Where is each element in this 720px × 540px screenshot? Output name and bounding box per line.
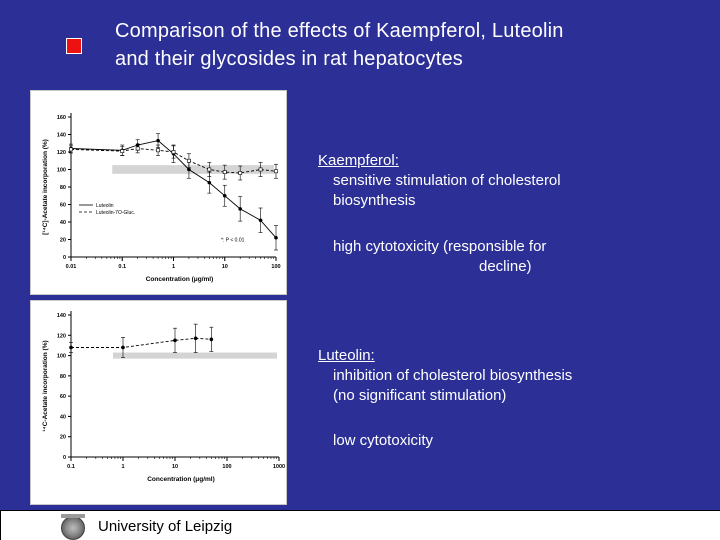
y-tick-label: 20 xyxy=(60,238,66,244)
x-tick-label: 100 xyxy=(271,264,280,270)
y-tick-label: 60 xyxy=(60,394,66,400)
data-point xyxy=(69,147,73,152)
y-tick-label: 0 xyxy=(63,455,66,461)
y-tick-label: 160 xyxy=(57,115,66,121)
luteolin-description: Luteolin: inhibition of cholesterol bios… xyxy=(318,346,572,406)
university-name: University of Leipzig xyxy=(98,518,233,535)
x-tick-label: 100 xyxy=(222,464,231,470)
kaempferol-chart: 0 20 40 60 80 100 120 140 160 0.01 0.1 1 10 100 Concen… xyxy=(42,113,281,283)
luteolin-chart-panel: 0 20 40 60 80 100 120 140 0.1 1 10 100 1000 Concentra… xyxy=(30,300,287,505)
x-axis-label: Concentration (μg/ml) xyxy=(147,476,215,483)
reference-band xyxy=(112,165,274,174)
data-point xyxy=(135,146,140,151)
kaempferol-heading: Kaempferol: xyxy=(318,152,399,169)
x-tick-label: 1000 xyxy=(273,464,285,470)
reference-band xyxy=(113,352,277,359)
y-tick-label: 20 xyxy=(60,435,66,441)
luteolin-chart: 0 20 40 60 80 100 120 140 0.1 1 10 100 1000 Concentra… xyxy=(42,311,285,483)
university-seal-icon xyxy=(61,516,85,540)
legend-entry: Luteolin-7O-Gluc. xyxy=(96,210,135,216)
data-point xyxy=(69,345,73,350)
kaempferol-toxicity: high cytotoxicity (responsible for decli… xyxy=(333,237,546,277)
title-line-2: and their glycosides in rat hepatocytes xyxy=(115,48,463,70)
y-tick-label: 140 xyxy=(57,313,66,319)
data-point xyxy=(121,345,125,350)
y-axis-label: [¹⁴C]-Acetate incorporation (%) xyxy=(42,139,49,235)
data-point xyxy=(207,180,212,185)
x-tick-label: 0.1 xyxy=(67,464,75,470)
x-tick-label: 1 xyxy=(172,264,175,270)
slide-title: Comparison of the effects of Kaempferol,… xyxy=(115,17,695,73)
significance-note: *: P < 0.01 xyxy=(221,237,245,243)
y-tick-label: 40 xyxy=(60,414,66,420)
red-square-bullet-icon xyxy=(66,38,82,54)
data-point xyxy=(193,336,198,341)
data-point xyxy=(171,150,176,154)
x-tick-label: 10 xyxy=(222,264,228,270)
y-tick-label: 100 xyxy=(57,168,66,174)
luteolin-toxicity: low cytotoxicity xyxy=(333,432,434,449)
luteolin-effect-line-1: inhibition of cholesterol biosynthesis xyxy=(333,367,573,384)
kaempferol-toxicity-line-2: decline) xyxy=(479,258,532,275)
kaempferol-toxicity-line-1: high cytotoxicity (responsible for xyxy=(333,238,547,255)
y-tick-label: 0 xyxy=(63,255,66,261)
legend-entry: Luteolin xyxy=(96,203,114,209)
data-point xyxy=(258,218,263,223)
data-point xyxy=(156,138,160,143)
data-point xyxy=(173,338,177,343)
data-point xyxy=(187,167,191,172)
luteolin-effect-line-2: (no significant stimulation) xyxy=(333,387,507,404)
title-line-1: Comparison of the effects of Kaempferol,… xyxy=(115,20,564,42)
data-point xyxy=(222,170,227,175)
y-tick-label: 120 xyxy=(57,150,66,156)
x-axis-label: Concentration (μg/ml) xyxy=(146,276,214,283)
data-point xyxy=(209,337,214,342)
luteolin-heading: Luteolin: xyxy=(318,347,375,364)
data-point xyxy=(274,169,278,174)
data-point xyxy=(222,193,227,198)
y-tick-label: 40 xyxy=(60,220,66,226)
x-tick-label: 0.1 xyxy=(118,264,126,270)
kaempferol-effect-line-1: sensitive stimulation of cholesterol xyxy=(333,172,561,189)
data-point xyxy=(187,158,191,163)
y-tick-label: 120 xyxy=(57,333,66,339)
data-point xyxy=(207,167,212,172)
y-tick-label: 100 xyxy=(57,354,66,360)
data-point xyxy=(120,149,125,154)
kaempferol-chart-panel: 0 20 40 60 80 100 120 140 160 0.01 0.1 1 10 100 Concen… xyxy=(30,90,287,295)
footer-bar: University of Leipzig xyxy=(0,510,720,540)
x-tick-label: 10 xyxy=(172,464,178,470)
y-tick-label: 80 xyxy=(60,185,66,191)
y-tick-label: 140 xyxy=(57,133,66,139)
seal-ribbon xyxy=(61,514,85,518)
x-tick-label: 0.01 xyxy=(66,264,77,270)
series-line-1 xyxy=(71,337,212,348)
kaempferol-effect-line-2: biosynthesis xyxy=(333,192,416,209)
y-tick-label: 60 xyxy=(60,203,66,209)
data-point xyxy=(274,235,278,240)
data-point xyxy=(258,167,263,172)
data-point xyxy=(156,148,160,153)
data-point xyxy=(238,207,242,211)
kaempferol-description: Kaempferol: sensitive stimulation of cho… xyxy=(318,151,561,211)
data-point xyxy=(238,171,243,175)
y-axis-label: ¹⁴C-Acetate incorporation (%) xyxy=(42,340,49,431)
x-tick-label: 1 xyxy=(121,464,124,470)
y-tick-label: 80 xyxy=(60,374,66,380)
